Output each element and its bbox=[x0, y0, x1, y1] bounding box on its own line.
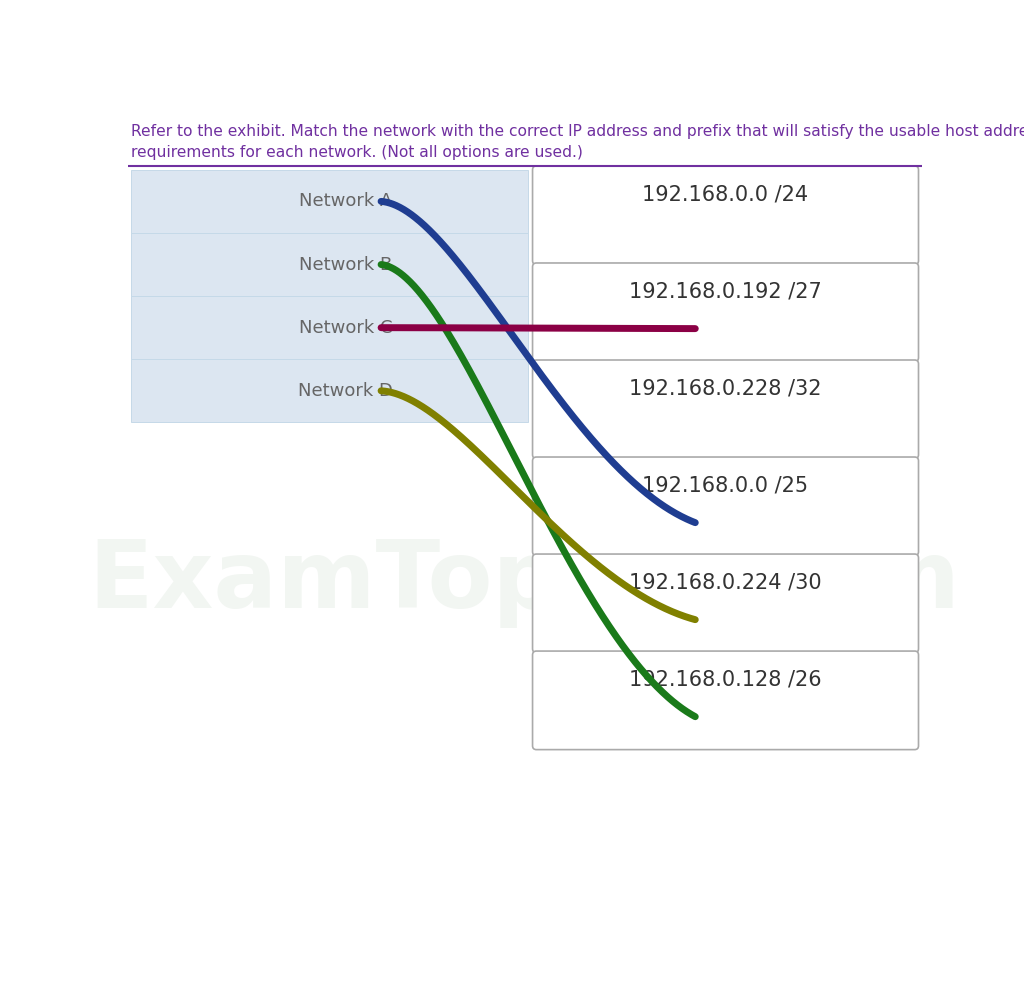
FancyBboxPatch shape bbox=[532, 166, 919, 264]
Text: Refer to the exhibit. Match the network with the correct IP address and prefix t: Refer to the exhibit. Match the network … bbox=[131, 124, 1024, 160]
Text: 192.168.0.0 /24: 192.168.0.0 /24 bbox=[642, 185, 809, 205]
Text: 192.168.0.128 /26: 192.168.0.128 /26 bbox=[629, 670, 822, 690]
FancyBboxPatch shape bbox=[532, 263, 919, 361]
FancyBboxPatch shape bbox=[532, 457, 919, 556]
Text: 192.168.0.0 /25: 192.168.0.0 /25 bbox=[642, 475, 809, 496]
Text: ExamTopics.com: ExamTopics.com bbox=[89, 536, 961, 628]
Text: Network A: Network A bbox=[299, 193, 392, 211]
FancyBboxPatch shape bbox=[532, 360, 919, 458]
FancyBboxPatch shape bbox=[131, 296, 528, 359]
Text: 192.168.0.192 /27: 192.168.0.192 /27 bbox=[629, 281, 822, 301]
FancyBboxPatch shape bbox=[131, 359, 528, 422]
FancyBboxPatch shape bbox=[131, 233, 528, 296]
Text: Network B: Network B bbox=[299, 255, 392, 273]
Text: 192.168.0.224 /30: 192.168.0.224 /30 bbox=[629, 573, 822, 593]
Text: Network D: Network D bbox=[298, 382, 393, 400]
FancyBboxPatch shape bbox=[131, 170, 528, 233]
Text: 192.168.0.228 /32: 192.168.0.228 /32 bbox=[630, 378, 822, 398]
FancyBboxPatch shape bbox=[532, 651, 919, 749]
FancyBboxPatch shape bbox=[532, 554, 919, 653]
Text: Network C: Network C bbox=[299, 318, 392, 336]
